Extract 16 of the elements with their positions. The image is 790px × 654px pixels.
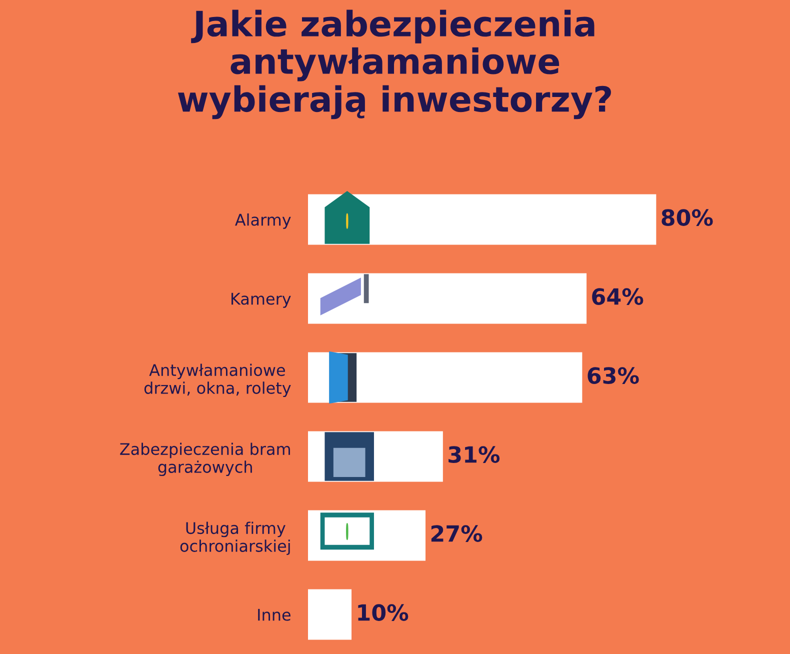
data-label: 10% xyxy=(358,604,408,621)
data-label: 80% xyxy=(662,209,713,226)
data-label: 64% xyxy=(592,288,644,305)
y-tick-label: Usługa firmy ochroniarskiej xyxy=(180,522,290,556)
bar xyxy=(308,589,352,640)
bar xyxy=(308,352,582,403)
y-tick-label: Inne xyxy=(258,608,290,621)
chart-title: Jakie zabezpieczenia antywłamaniowe wybierają inwestorzy? xyxy=(178,10,611,120)
y-tick-label: Alarmy xyxy=(235,213,291,229)
y-tick-label: Zabezpieczenia bram garażowych xyxy=(120,442,290,476)
data-label: 27% xyxy=(431,525,482,542)
bar xyxy=(308,273,587,324)
data-label: 63% xyxy=(588,367,639,384)
y-tick-label: Antywłamaniowe drzwi, okna, rolety xyxy=(144,364,291,398)
data-label: 31% xyxy=(448,446,500,463)
y-tick-label: Kamery xyxy=(232,292,291,308)
